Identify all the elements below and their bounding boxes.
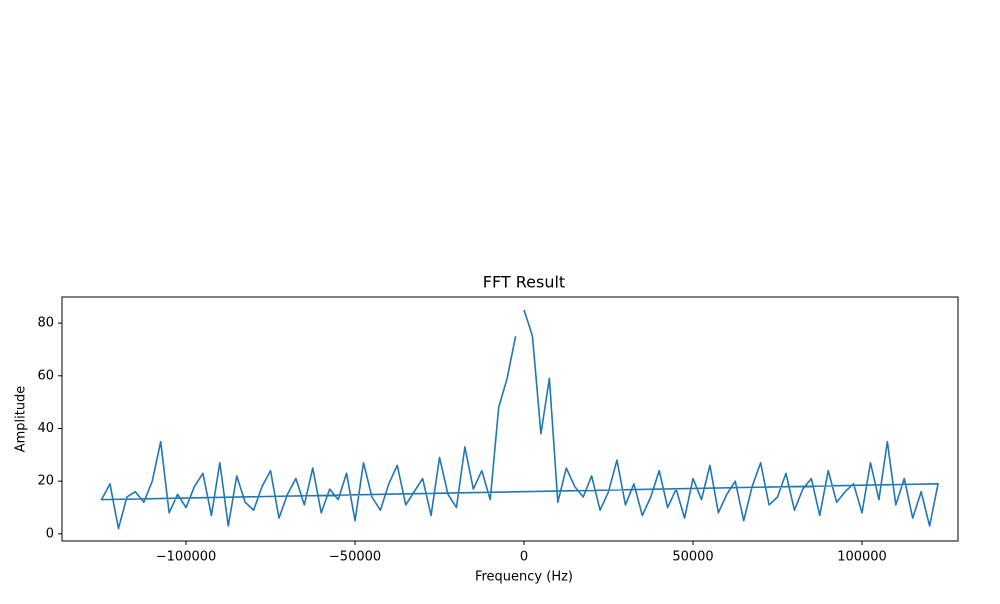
- y-tick-label: 40: [37, 421, 54, 436]
- x-tick-label: 50000: [672, 550, 713, 565]
- x-tick-label: −50000: [329, 550, 381, 565]
- y-axis-label: Amplitude: [14, 386, 29, 453]
- x-tick-label: 100000: [837, 550, 887, 565]
- plot-frame: [61, 296, 959, 542]
- y-tick-label: 60: [37, 368, 54, 383]
- chart-title: FFT Result: [483, 273, 565, 292]
- y-tick-label: 20: [37, 474, 54, 489]
- y-tick-label: 80: [37, 316, 54, 331]
- data-line: [100, 309, 939, 530]
- x-tick-label: −100000: [156, 550, 217, 565]
- x-axis-label: Frequency (Hz): [475, 570, 573, 585]
- y-tick-label: 0: [46, 526, 54, 541]
- x-tick-label: 0: [520, 550, 528, 565]
